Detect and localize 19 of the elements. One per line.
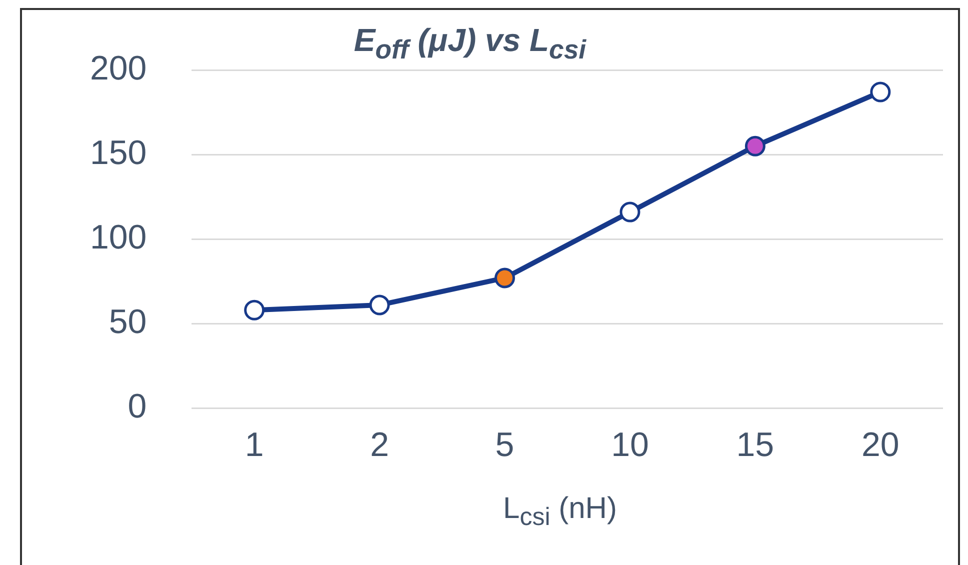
point [870,82,891,102]
y-tick-label: 50 [108,303,147,342]
point [244,300,265,320]
point [744,136,766,156]
x-axis-title: L$_{csi}$ (nH) [502,492,618,532]
y-tick-label: 100 [90,218,147,256]
x-tick-label: 20 [861,426,900,464]
point [369,294,390,316]
x-tick-label: 15 [736,426,774,464]
y-tick-label: 150 [90,134,147,172]
y-tick-label: 0 [128,388,147,426]
y-tick-label: 200 [90,49,147,88]
x-tick-label: 2 [370,426,390,464]
point [494,268,516,288]
x-tick-label: 5 [495,426,514,464]
point [620,202,640,222]
x-tick-label: 1 [244,426,264,464]
chart-title: E$_{off}$ (μJ) vs L$_{csi}$ [354,22,586,64]
x-tick-label: 10 [611,426,649,464]
